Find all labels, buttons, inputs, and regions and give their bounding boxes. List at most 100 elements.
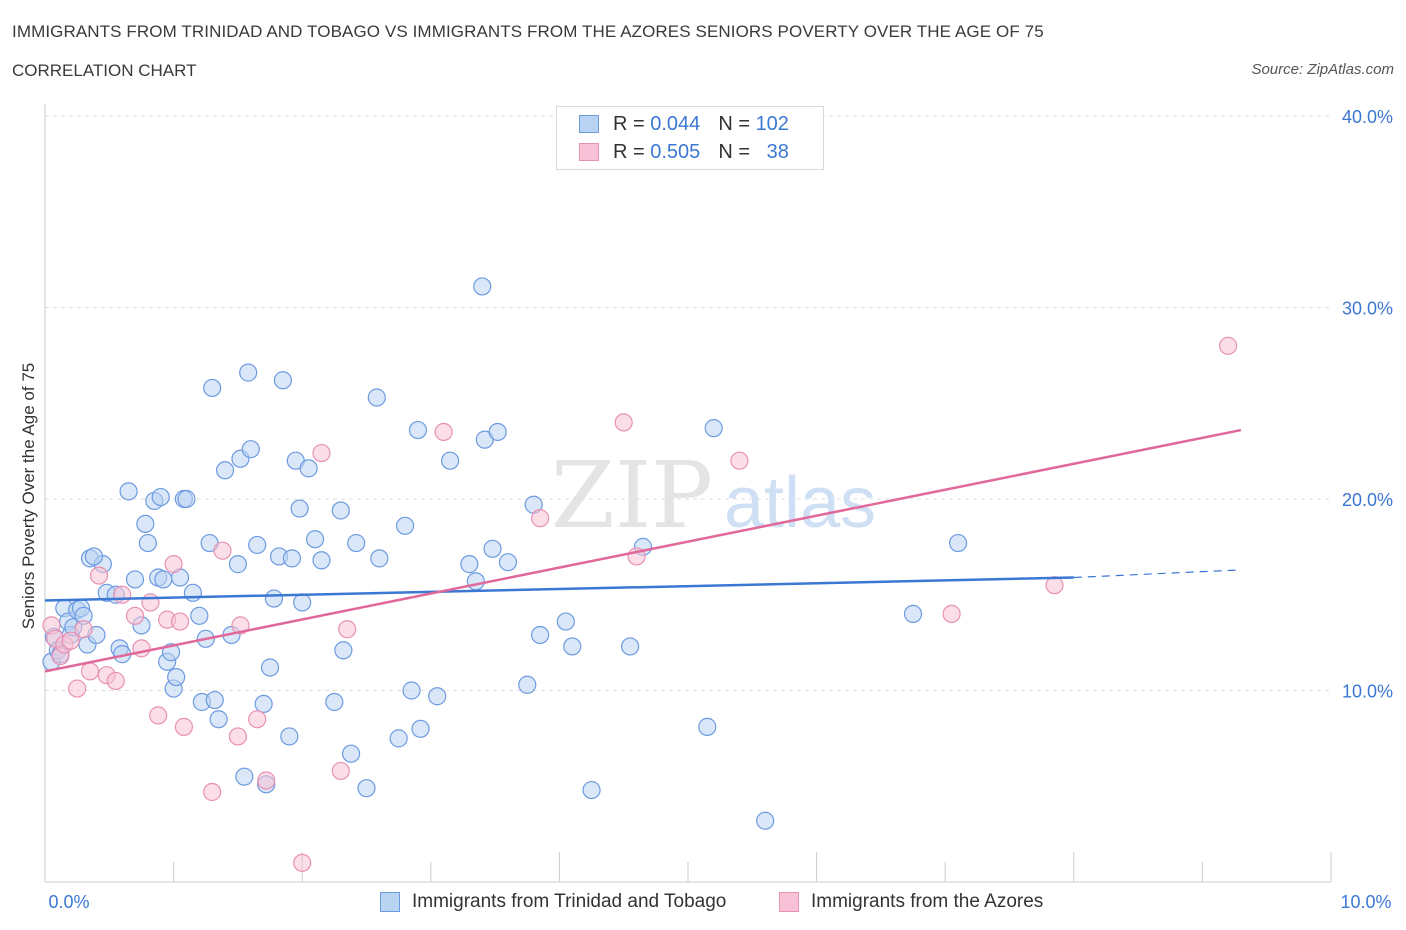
legend-swatch-blue (380, 892, 400, 912)
legend-r-value: 0.044 (650, 112, 701, 135)
data-point-trinidad (370, 549, 389, 568)
data-point-trinidad (621, 637, 640, 656)
data-point-azores (293, 853, 312, 872)
data-point-azores (1045, 576, 1064, 595)
data-point-trinidad (190, 606, 209, 625)
data-point-azores (338, 620, 357, 639)
y-tick-label: 30.0% (1342, 299, 1393, 319)
data-point-trinidad (756, 811, 775, 830)
data-point-azores (730, 451, 749, 470)
data-point-azores (61, 631, 80, 650)
data-point-trinidad (280, 727, 299, 746)
data-point-trinidad (331, 501, 350, 520)
data-point-trinidad (299, 459, 318, 478)
data-point-azores (331, 761, 350, 781)
legend-row-trinidad: R = 0.044 N = 102 (579, 112, 789, 136)
trend-lines (44, 428, 1242, 673)
legend-n-label: N = (718, 140, 750, 163)
data-point-azores (89, 566, 109, 585)
data-point-trinidad (698, 717, 717, 736)
data-point-trinidad (402, 681, 421, 700)
data-point-trinidad (582, 780, 601, 800)
series-legend-trinidad: Immigrants from Trinidad and Tobago (380, 890, 726, 914)
data-point-trinidad (367, 388, 386, 407)
watermark-zip: ZIP (551, 442, 713, 549)
data-point-trinidad (389, 729, 408, 748)
data-point-azores (170, 612, 190, 631)
data-point-azores (149, 706, 168, 725)
data-point-trinidad (325, 692, 344, 712)
data-point-trinidad (948, 533, 968, 553)
data-point-trinidad (248, 535, 267, 555)
data-point-azores (68, 679, 87, 698)
y-tick-label: 10.0% (1342, 682, 1393, 702)
data-point-trinidad (293, 593, 312, 612)
legend-n-value: 38 (766, 140, 789, 163)
data-point-trinidad (531, 625, 550, 645)
data-point-trinidad (203, 378, 222, 398)
grid-lines: 10.0% 20.0% 30.0% 40.0% (45, 107, 1393, 702)
data-point-azores (113, 585, 132, 604)
data-point-trinidad (290, 499, 309, 518)
axes (44, 104, 1332, 883)
data-point-trinidad (260, 658, 280, 677)
data-point-azores (141, 593, 160, 612)
data-point-trinidad (305, 530, 325, 549)
data-point-azores (312, 443, 331, 463)
series-name: Immigrants from the Azores (811, 891, 1044, 912)
series-legend-azores: Immigrants from the Azores (779, 890, 1043, 914)
data-point-trinidad (347, 533, 366, 553)
data-point-trinidad (282, 549, 302, 568)
data-point-trinidad (440, 451, 460, 470)
y-tick-label: 20.0% (1342, 490, 1393, 510)
data-point-azores (125, 606, 145, 625)
data-point-trinidad (395, 516, 415, 535)
zipatlas-watermark: ZIP atlas (551, 442, 876, 549)
data-point-trinidad (498, 553, 518, 572)
legend-n-label: N = (718, 112, 750, 135)
data-point-azores (74, 620, 93, 639)
data-point-azores (164, 555, 183, 574)
legend-r-label: R = (613, 140, 645, 163)
data-point-trinidad (341, 744, 361, 763)
legend-r-label: R = (613, 112, 645, 135)
data-point-azores (1219, 336, 1238, 355)
data-point-trinidad (473, 277, 492, 296)
chart-subtitle: CORRELATION CHART (12, 61, 197, 80)
data-point-trinidad (136, 514, 155, 533)
data-point-azores (614, 413, 633, 432)
data-point-trinidad (241, 440, 260, 459)
data-point-trinidad (264, 589, 284, 608)
data-point-azores (174, 717, 193, 736)
legend-n-value: 102 (755, 112, 789, 135)
data-point-trinidad (119, 482, 138, 501)
data-point-trinidad (177, 489, 196, 509)
data-points (42, 277, 1238, 872)
data-point-trinidad (167, 667, 186, 687)
series-name: Immigrants from Trinidad and Tobago (412, 891, 727, 912)
data-point-azores (531, 509, 550, 528)
data-point-trinidad (209, 710, 228, 729)
y-tick-label: 40.0% (1342, 107, 1393, 127)
data-point-trinidad (460, 555, 479, 574)
data-point-trinidad (125, 570, 145, 589)
data-point-trinidad (411, 719, 430, 738)
data-point-trinidad (408, 420, 428, 440)
data-point-trinidad (312, 551, 331, 570)
data-point-trinidad (154, 570, 173, 589)
data-point-azores (434, 422, 453, 442)
data-point-trinidad (205, 690, 224, 710)
trend-line-trinidad (44, 576, 1074, 602)
legend-swatch-blue (579, 115, 599, 133)
data-point-trinidad (488, 422, 507, 442)
trend-line-trinidad-extension (1073, 569, 1242, 579)
data-point-trinidad (273, 371, 293, 390)
data-point-trinidad (254, 694, 273, 714)
data-point-trinidad (239, 363, 258, 382)
data-point-azores (231, 616, 250, 635)
data-point-trinidad (228, 555, 247, 574)
chart-title: IMMIGRANTS FROM TRINIDAD AND TOBAGO VS I… (12, 22, 1044, 41)
data-point-trinidad (357, 779, 376, 798)
data-point-azores (257, 771, 276, 790)
data-point-azores (248, 710, 267, 729)
